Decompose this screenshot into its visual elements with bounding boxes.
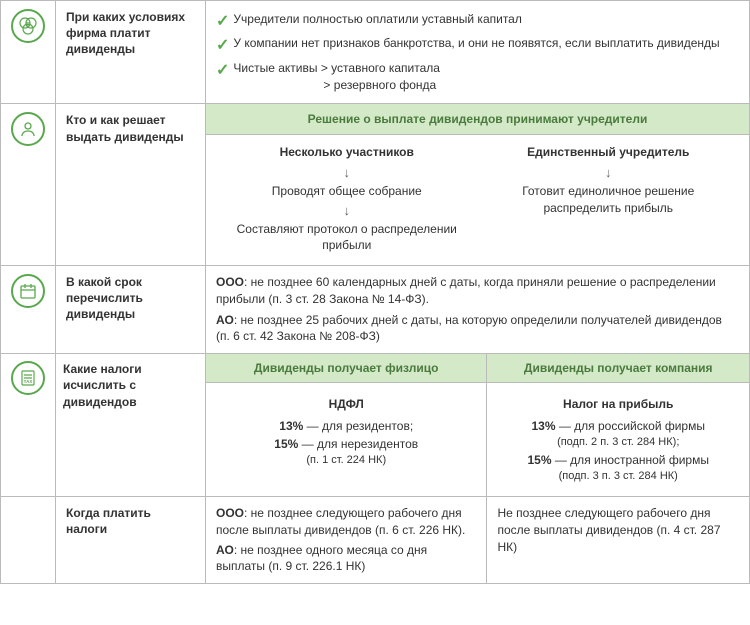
ruble-icon: ₽ (11, 9, 45, 43)
tax-company: Налог на прибыль 13% — для российской фи… (487, 383, 750, 497)
tax-title: НДФЛ (216, 395, 476, 413)
label-when: Когда платить налоги (56, 496, 206, 583)
banner-decision: Решение о выплате дивидендов принимают у… (206, 104, 750, 135)
arrow-down-icon: ↓ (224, 203, 470, 218)
icon-cell-conditions: ₽ (1, 1, 56, 104)
law-ref: (подп. 2 п. 3 ст. 284 НК); (497, 435, 739, 450)
when-company: Не позднее следующего рабочего дня после… (487, 496, 750, 583)
rate-desc: — для иностранной фирмы (552, 453, 709, 467)
ao-prefix: АО (216, 313, 234, 327)
tax-individual: НДФЛ 13% — для резидентов; 15% — для нер… (206, 383, 487, 497)
condition-item: Чистые активы > уставного капитала > рез… (233, 60, 739, 94)
col-single: Единственный учредитель ↓ Готовит единол… (478, 145, 740, 255)
icon-cell-deadline (1, 265, 56, 353)
svg-text:₽: ₽ (26, 21, 31, 29)
hdr-company: Дивиденды получает компания (487, 354, 750, 383)
col-head: Несколько участников (224, 145, 470, 159)
ooo-text: : не позднее 60 календарных дней с даты,… (216, 275, 716, 306)
tax-title: Налог на прибыль (497, 395, 739, 413)
law-ref: (подп. 3 п. 3 ст. 284 НК) (497, 469, 739, 484)
hdr-individual: Дивиденды получает физлицо (206, 354, 487, 383)
icon-cell-when (1, 496, 56, 583)
svg-text:TAX: TAX (24, 379, 33, 384)
check-icon: ✓ (216, 60, 229, 94)
ooo-text: : не позднее следующего рабочего дня пос… (216, 506, 465, 537)
col-multiple: Несколько участников ↓ Проводят общее со… (216, 145, 478, 255)
ao-prefix: АО (216, 543, 234, 557)
content-conditions: ✓Учредители полностью оплатили уставный … (206, 1, 750, 104)
rate: 13% (531, 419, 555, 433)
ao-text: : не позднее одного месяца со дня выплат… (216, 543, 427, 574)
step-text: Готовит единоличное решение распределить… (486, 183, 732, 215)
content-who: Несколько участников ↓ Проводят общее со… (206, 135, 750, 266)
calendar-icon (11, 274, 45, 308)
ooo-prefix: ООО (216, 275, 244, 289)
rate-desc: — для российской фирмы (556, 419, 705, 433)
when-individual: ООО: не позднее следующего рабочего дня … (206, 496, 487, 583)
label-who: Кто и как решает выдать дивиденды (56, 104, 206, 266)
step-text: Составляют протокол о распределении приб… (224, 221, 470, 253)
tax-icon: TAX (11, 361, 45, 395)
condition-item: Учредители полностью оплатили уставный к… (233, 11, 739, 33)
rate-desc: — для резидентов; (303, 419, 413, 433)
arrow-down-icon: ↓ (224, 165, 470, 180)
arrow-down-icon: ↓ (486, 165, 732, 180)
rate: 13% (279, 419, 303, 433)
condition-item: У компании нет признаков банкротства, и … (233, 35, 739, 57)
label-deadline: В какой срок перечислить дивиденды (56, 265, 206, 353)
info-table: ₽ При каких условиях фирма платит дивиде… (0, 0, 750, 584)
person-icon (11, 112, 45, 146)
rate: 15% (527, 453, 551, 467)
law-ref: (п. 1 ст. 224 НК) (216, 453, 476, 468)
content-deadline: ООО: не позднее 60 календарных дней с да… (206, 265, 750, 353)
step-text: Проводят общее собрание (224, 183, 470, 199)
ao-text: : не позднее 25 рабочих дней с даты, на … (216, 313, 722, 344)
check-icon: ✓ (216, 11, 229, 33)
icon-cell-who (1, 104, 56, 266)
icon-cell-tax: TAX (1, 354, 56, 497)
check-icon: ✓ (216, 35, 229, 57)
rate: 15% (274, 437, 298, 451)
ooo-prefix: ООО (216, 506, 244, 520)
label-conditions: При каких условиях фирма платит дивиденд… (56, 1, 206, 104)
rate-desc: — для нерезидентов (298, 437, 418, 451)
label-tax: Какие налоги исчислить с дивидендов (56, 354, 206, 497)
col-head: Единственный учредитель (486, 145, 732, 159)
